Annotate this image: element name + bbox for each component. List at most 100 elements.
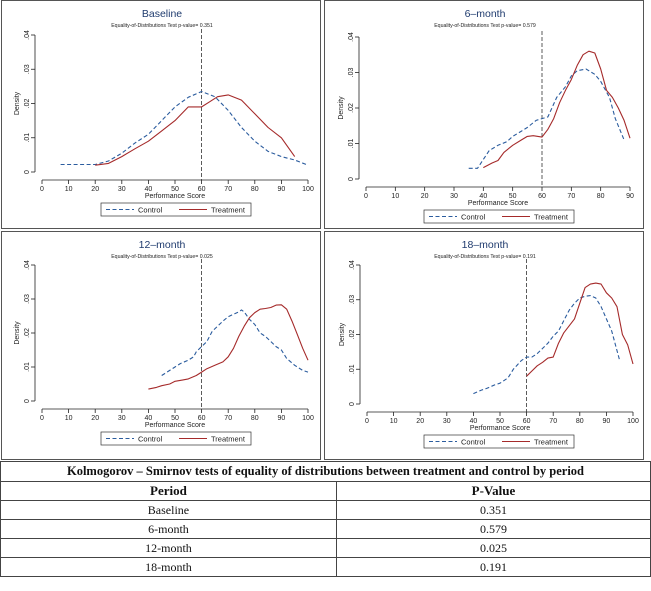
legend-control-label: Control [138, 206, 163, 215]
x-tick-label: 80 [597, 193, 605, 200]
period-cell: 6-month [0, 519, 337, 539]
x-tick-label: 40 [479, 193, 487, 200]
x-axis-label: Performance Score [145, 422, 205, 429]
chart-title: 12–month [139, 239, 186, 251]
chart-legend: Control Treatment [423, 434, 575, 449]
ks-test-table: Kolmogorov – Smirnov tests of equality o… [0, 461, 651, 577]
treatment-series-line [148, 304, 309, 390]
density-chart-18-month: 18–month Equality-of-Distributions Test p… [339, 239, 639, 449]
x-tick-label: 30 [118, 415, 126, 422]
x-tick-label: 40 [145, 186, 153, 193]
legend-control-label: Control [461, 438, 486, 447]
chart-title: 6–month [465, 8, 506, 20]
y-tick-label: .04 [24, 30, 31, 40]
legend-treatment-label: Treatment [534, 213, 569, 222]
y-tick-label: 0 [349, 402, 356, 406]
chart-legend: Control Treatment [100, 431, 252, 446]
x-tick-label: 10 [65, 186, 73, 193]
x-tick-label: 60 [198, 186, 206, 193]
density-chart-baseline: Baseline Equality-of-Distributions Test p… [14, 8, 314, 217]
legend-box [100, 202, 252, 217]
control-series-line [468, 68, 625, 169]
density-chart-6-month: 6–month Equality-of-Distributions Test p-… [338, 8, 634, 224]
y-tick-label: .03 [24, 294, 31, 304]
y-tick-label: .02 [24, 328, 31, 338]
treatment-series-line [483, 50, 631, 169]
chart-subtitle: Equality-of-Distributions Test p-value= … [111, 23, 213, 29]
density-chart-12-month: 12–month Equality-of-Distributions Test p… [14, 239, 314, 446]
density-panel-baseline: Baseline Equality-of-Distributions Test p… [1, 0, 321, 229]
x-tick-label: 0 [364, 193, 368, 200]
x-tick-label: 40 [145, 415, 153, 422]
x-axis-label: Performance Score [468, 200, 528, 207]
x-tick-label: 90 [278, 186, 286, 193]
y-axis-label: Density [14, 321, 21, 345]
x-axis-label: Performance Score [145, 193, 205, 200]
legend-box [423, 434, 575, 449]
y-tick-label: 0 [24, 399, 31, 403]
x-tick-label: 10 [390, 418, 398, 425]
y-tick-label: .02 [349, 330, 356, 340]
header-p-value: P-Value [335, 481, 651, 501]
p-value-cell: 0.579 [335, 519, 651, 539]
control-series-line [60, 90, 309, 166]
x-tick-label: 70 [567, 193, 575, 200]
density-panel-12-month: 12–month Equality-of-Distributions Test p… [1, 231, 321, 460]
x-tick-label: 80 [576, 418, 584, 425]
x-tick-label: 30 [450, 193, 458, 200]
x-tick-label: 10 [65, 415, 73, 422]
y-tick-label: .01 [348, 139, 355, 149]
y-tick-label: .04 [349, 260, 356, 270]
x-tick-label: 60 [198, 415, 206, 422]
control-series-line [473, 295, 621, 395]
y-tick-label: .01 [349, 364, 356, 374]
density-panel-18-month: 18–month Equality-of-Distributions Test p… [324, 231, 644, 460]
chart-subtitle: Equality-of-Distributions Test p-value= … [111, 254, 213, 260]
x-tick-label: 50 [496, 418, 504, 425]
legend-control-label: Control [138, 435, 163, 444]
y-tick-label: .03 [349, 295, 356, 305]
x-tick-label: 50 [509, 193, 517, 200]
y-axis-label: Density [14, 91, 21, 115]
period-cell: Baseline [0, 500, 337, 520]
chart-subtitle: Equality-of-Distributions Test p-value= … [434, 23, 536, 29]
x-tick-label: 80 [251, 415, 259, 422]
y-tick-label: .04 [348, 32, 355, 42]
x-tick-label: 70 [224, 415, 232, 422]
y-tick-label: 0 [24, 170, 31, 174]
x-tick-label: 90 [278, 415, 286, 422]
p-value-cell: 0.025 [335, 538, 651, 558]
x-tick-label: 70 [224, 186, 232, 193]
x-tick-label: 70 [549, 418, 557, 425]
x-tick-label: 90 [626, 193, 634, 200]
period-cell: 18-month [0, 557, 337, 577]
x-tick-label: 30 [118, 186, 126, 193]
chart-subtitle: Equality-of-Distributions Test p-value= … [434, 254, 536, 260]
legend-treatment-label: Treatment [211, 206, 246, 215]
y-tick-label: .04 [24, 260, 31, 270]
legend-box [423, 209, 575, 224]
p-value-cell: 0.351 [335, 500, 651, 520]
x-tick-label: 100 [627, 418, 639, 425]
y-tick-label: .03 [24, 64, 31, 74]
y-tick-label: .01 [24, 133, 31, 143]
legend-treatment-label: Treatment [534, 438, 569, 447]
table-row: 6-month 0.579 [0, 519, 651, 539]
table-row: 18-month 0.191 [0, 557, 651, 577]
y-tick-label: .01 [24, 362, 31, 372]
chart-title: Baseline [142, 8, 182, 20]
legend-box [100, 431, 252, 446]
x-tick-label: 0 [365, 418, 369, 425]
treatment-series-line [526, 282, 634, 377]
legend-treatment-label: Treatment [211, 435, 246, 444]
y-tick-label: .02 [24, 99, 31, 109]
chart-title: 18–month [462, 239, 509, 251]
table-row: Baseline 0.351 [0, 500, 651, 520]
treatment-series-line [95, 94, 296, 166]
period-cell: 12-month [0, 538, 337, 558]
x-tick-label: 100 [302, 415, 314, 422]
x-tick-label: 60 [538, 193, 546, 200]
x-tick-label: 0 [40, 186, 44, 193]
x-tick-label: 40 [470, 418, 478, 425]
y-axis-label: Density [338, 96, 345, 120]
